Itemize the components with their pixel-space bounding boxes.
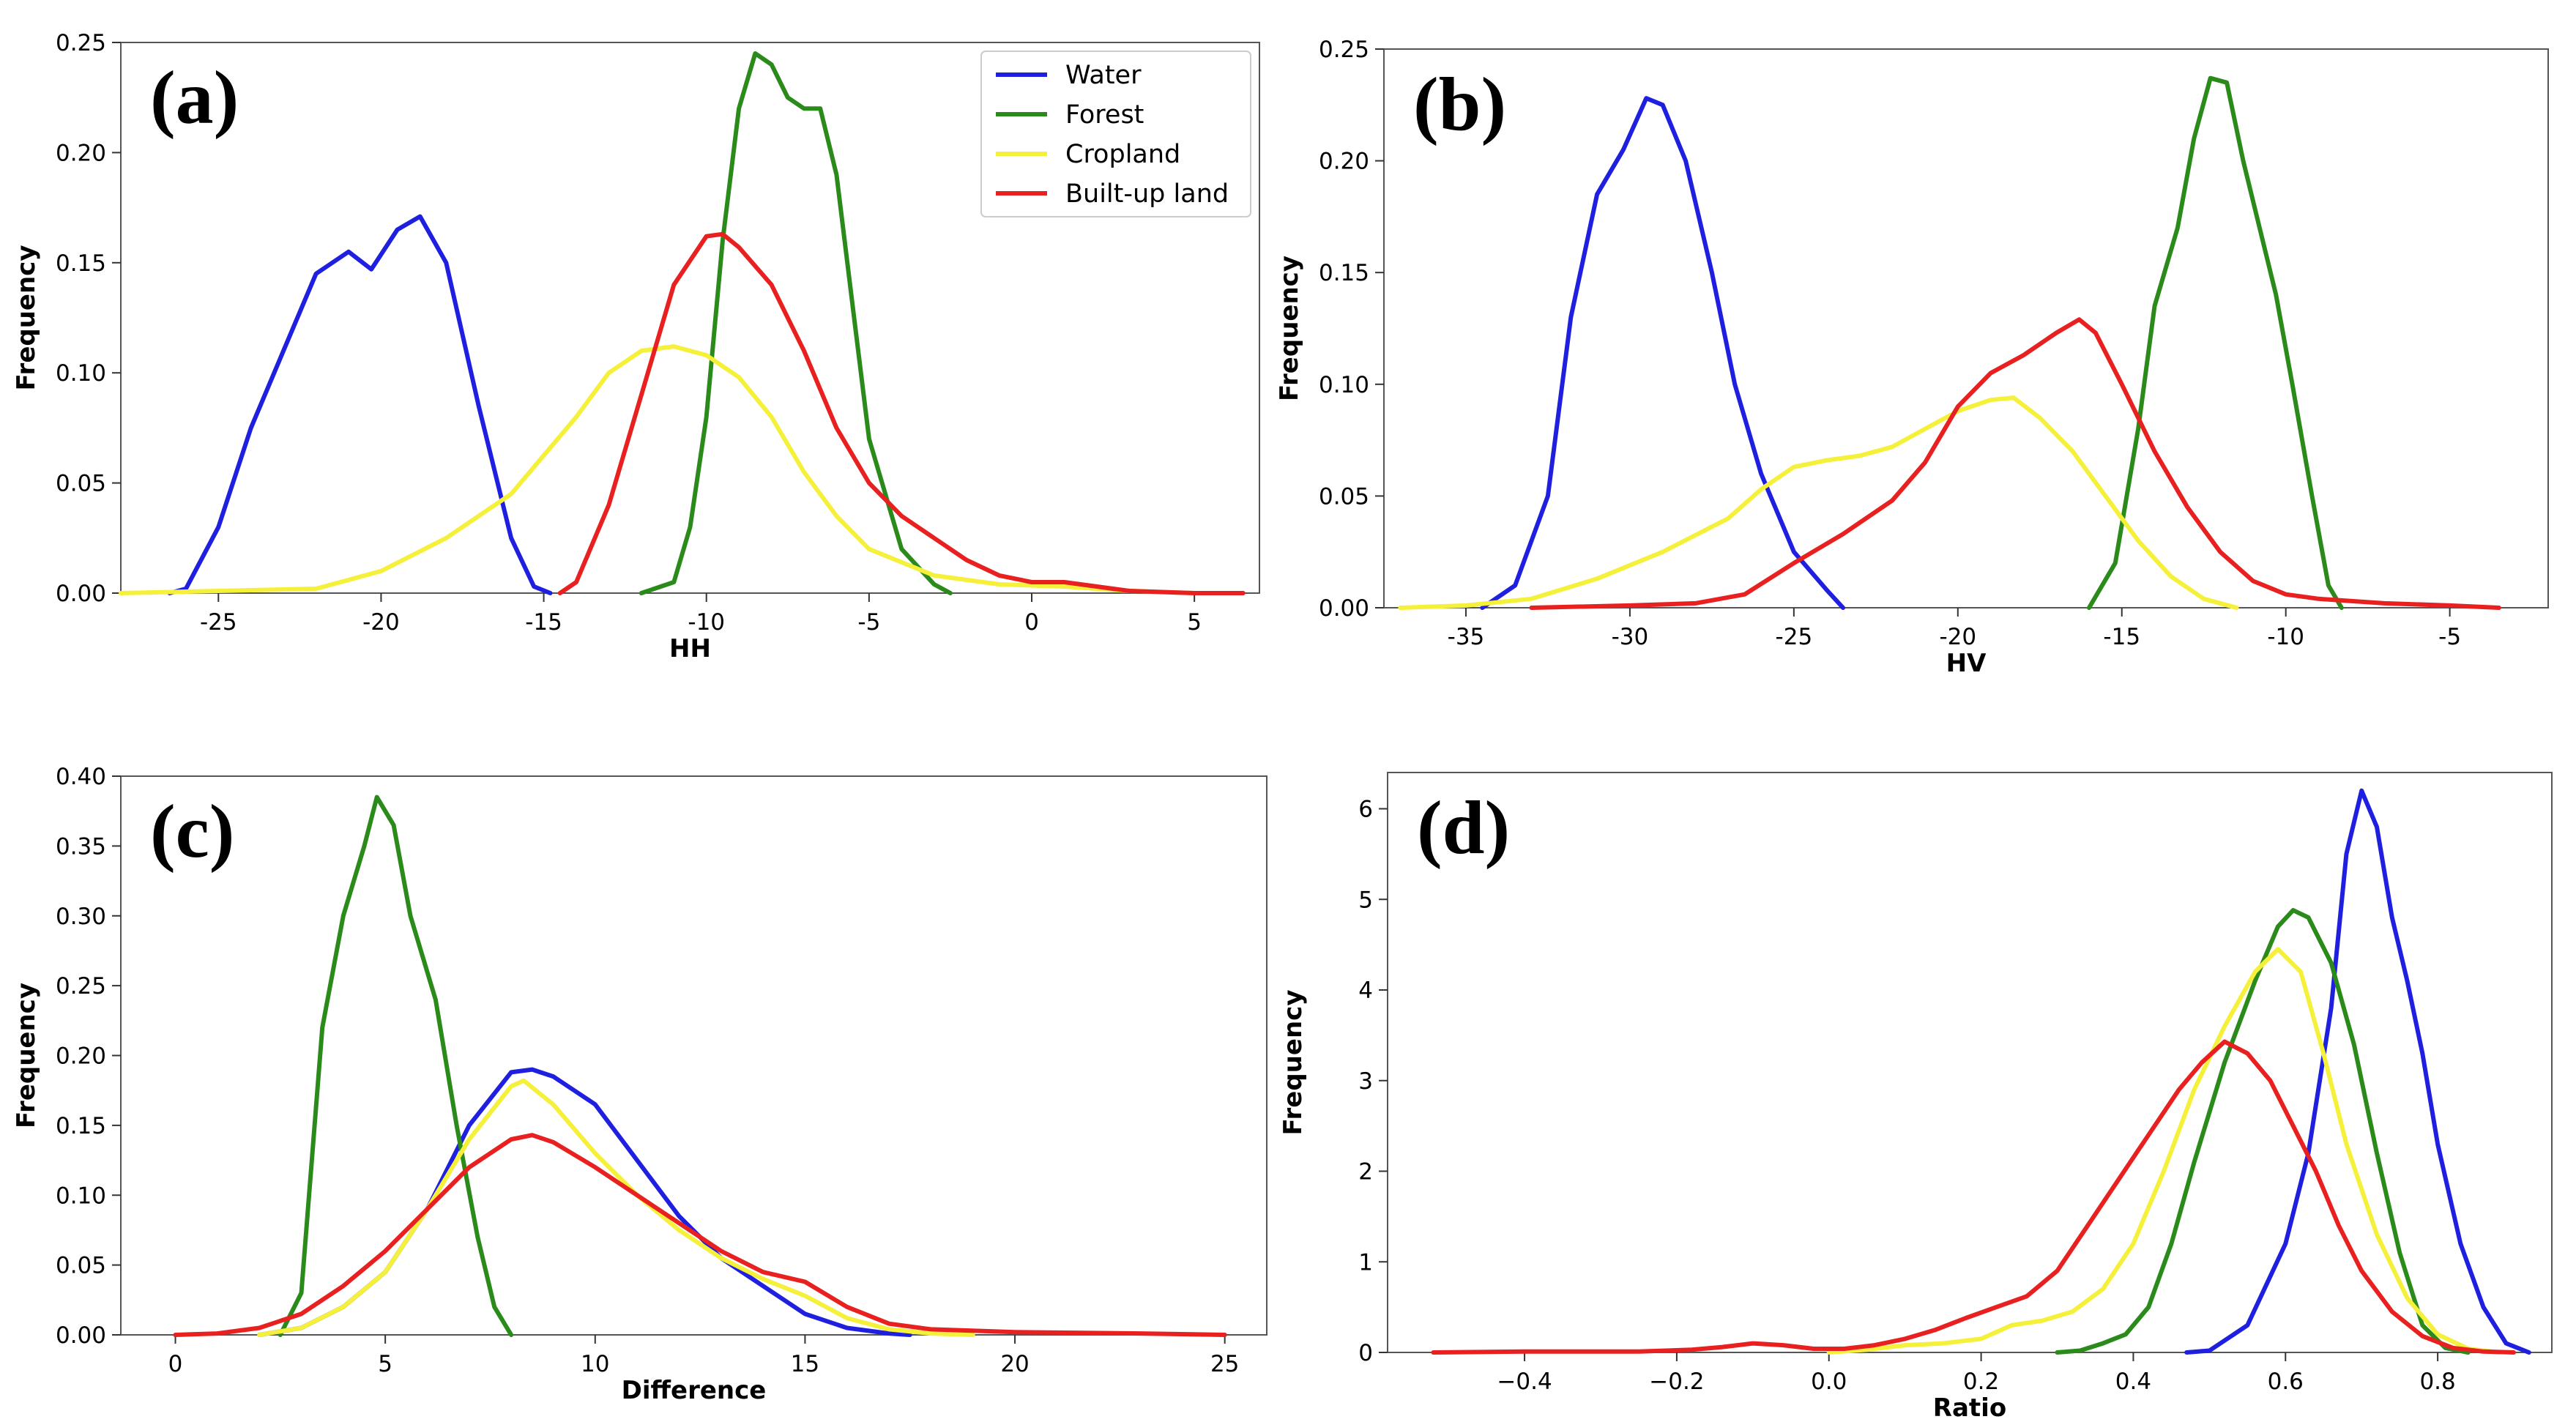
x-tick-label: 0.0 [1811,1369,1847,1395]
plot-frame [1387,772,2553,1353]
y-tick-label: 3 [1358,1068,1373,1095]
legend-label-water: Water [1065,61,1142,90]
plot-frame [120,42,1260,594]
y-tick-label: 5 [1358,887,1373,913]
x-axis-label: HH [669,634,711,663]
series-line-forest [2055,908,2471,1355]
x-tick-label: -5 [857,609,880,636]
panel-tag: (b) [1413,62,1506,146]
panel-d: 0 1 2 3 4 5 6 −0.4 −0.2 0.0 0.2 0.4 0.6 0.8 Ratio Frequ… [1278,772,2553,1422]
series-line-forest [2087,75,2344,610]
y-tick-label: 0.00 [1319,595,1369,622]
y-tick-label: 0.00 [56,1322,106,1349]
x-tick-label: -25 [200,609,237,636]
y-tick-label: 0.00 [56,581,106,607]
y-tick-label: 0.05 [56,1253,106,1279]
series-line-forest [639,51,953,595]
y-tick-label: 0.25 [1319,37,1369,63]
x-tick-label: −0.4 [1497,1369,1552,1395]
panel-c: 0.00 0.05 0.10 0.15 0.20 0.25 0.30 0.35 0.40 0 5 10… [12,764,1267,1405]
y-tick-label: 0.05 [1319,483,1369,510]
x-axis-label: HV [1946,649,1987,678]
series-line-forest [278,794,514,1337]
y-tick-label: 0.15 [56,250,106,277]
panel-tag: (d) [1417,786,1510,870]
panel-b: 0.00 0.05 0.10 0.15 0.20 0.25 -35 -30 -25 -20 -15 -… [1275,37,2549,678]
x-tick-label: 25 [1210,1351,1239,1377]
series-line-cropland [119,344,1197,595]
x-tick-label: 0 [168,1351,183,1377]
x-tick-label: 0.6 [2268,1369,2304,1395]
x-tick-label: 0.2 [1963,1369,1999,1395]
x-tick-label: -25 [1776,624,1813,650]
legend-label-forest: Forest [1065,100,1144,130]
x-axis-label: Difference [622,1376,767,1405]
y-axis-label: Frequency [12,983,41,1128]
series-line-built-up-land [1529,317,2501,610]
panel-a: 0.00 0.05 0.10 0.15 0.20 0.25 -25 -20 -15 -10 -5 0 5… [12,30,1260,663]
x-tick-label: 0 [1024,609,1039,636]
panel-tag: (a) [150,56,239,140]
y-tick-label: 0.25 [56,973,106,1000]
y-axis-label: Frequency [1278,989,1308,1135]
panel-tag: (c) [150,789,234,874]
x-tick-label: -5 [2438,624,2461,650]
x-tick-label: -15 [2103,624,2140,650]
x-tick-label: -30 [1612,624,1649,650]
y-tick-label: 6 [1358,797,1373,823]
y-tick-label: 1 [1358,1249,1373,1276]
x-tick-label: -20 [362,609,400,636]
y-tick-label: 0.05 [56,471,106,497]
y-tick-label: 0.40 [56,764,106,790]
plot-frame [1383,48,2549,608]
series-line-built-up-land [557,231,1246,595]
x-axis-label: Ratio [1933,1393,2006,1422]
x-tick-label: 15 [791,1351,819,1377]
x-tick-label: -15 [525,609,562,636]
x-tick-label: 0.4 [2115,1369,2151,1395]
series-line-cropland [1826,947,2501,1355]
y-tick-label: 0.20 [56,1043,106,1070]
y-tick-label: 0.30 [56,904,106,930]
x-tick-label: -10 [2267,624,2304,650]
y-tick-label: 0.10 [56,1183,106,1209]
y-tick-label: 0.15 [56,1113,106,1139]
series-line-water [1480,96,1845,610]
y-axis-label: Frequency [12,245,41,390]
x-tick-label: 5 [1187,609,1202,636]
x-tick-label: 5 [378,1351,392,1377]
series-line-water [167,214,553,595]
legend-label-built-up-land: Built-up land [1065,179,1229,209]
legend: Water Forest Cropland Built-up land [980,51,1251,217]
y-tick-label: 0.20 [1319,149,1369,175]
legend-label-cropland: Cropland [1065,140,1180,169]
y-tick-label: 2 [1358,1159,1373,1185]
y-tick-label: 4 [1358,978,1373,1004]
x-tick-label: 0.8 [2419,1369,2455,1395]
series-line-cropland [257,1078,975,1337]
plot-frame [120,775,1267,1336]
x-tick-label: -20 [1939,624,1976,650]
legend-box [980,51,1251,217]
series-line-built-up-land [1431,1039,2516,1355]
series-line-water [2184,788,2531,1355]
x-tick-label: -35 [1448,624,1485,650]
x-tick-label: 10 [581,1351,609,1377]
series-line-cropland [1398,395,2239,610]
y-tick-label: 0.15 [1319,260,1369,286]
x-tick-label: 20 [1000,1351,1029,1377]
y-tick-label: 0.20 [56,140,106,166]
y-tick-label: 0.10 [56,360,106,387]
y-tick-label: 0.25 [56,30,106,56]
y-tick-label: 0.35 [56,833,106,860]
series-line-built-up-land [173,1133,1227,1337]
y-axis-label: Frequency [1275,256,1304,401]
y-tick-label: 0 [1358,1340,1373,1366]
x-tick-label: −0.2 [1649,1369,1704,1395]
y-tick-label: 0.10 [1319,372,1369,398]
x-tick-label: -10 [688,609,725,636]
